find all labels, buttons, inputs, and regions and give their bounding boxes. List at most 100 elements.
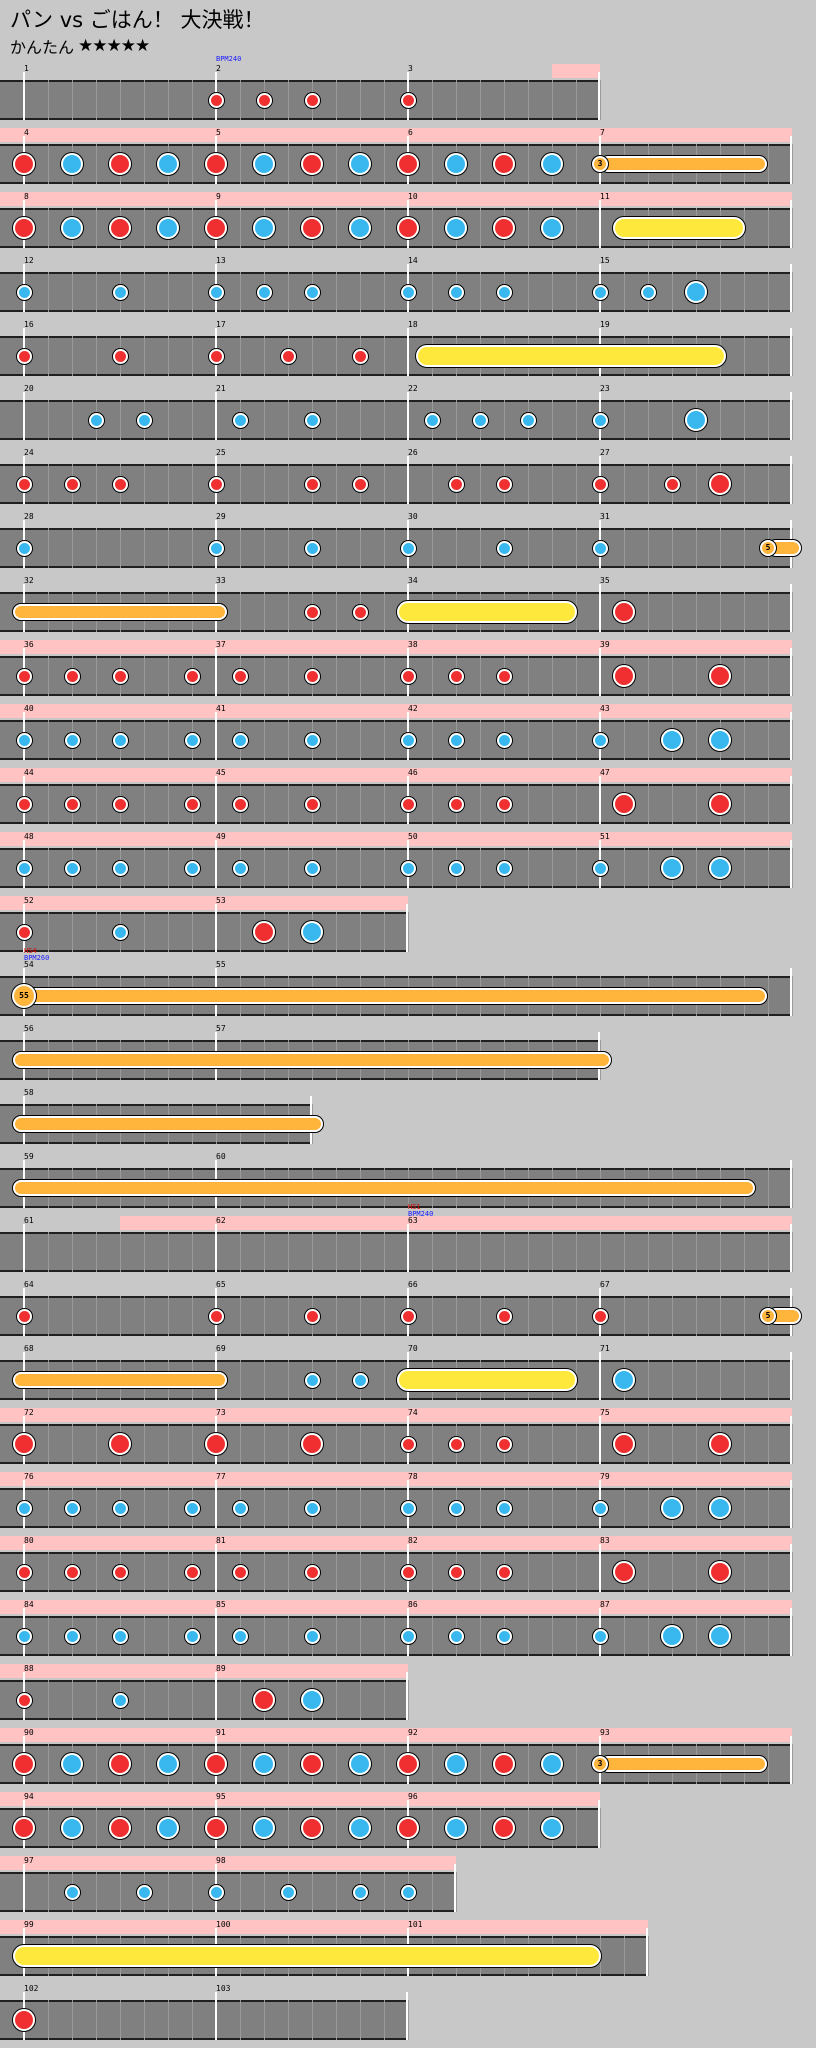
measure-number: 80 <box>24 1536 34 1545</box>
measure-number: 72 <box>24 1408 34 1417</box>
ka-note <box>304 1372 320 1388</box>
don-note-big <box>397 153 419 175</box>
beat-line <box>768 144 769 184</box>
measure-number: 25 <box>216 448 226 457</box>
beat-line <box>768 464 769 504</box>
beat-line <box>144 720 145 760</box>
barline <box>599 1544 601 1592</box>
beat-line <box>528 1552 529 1592</box>
barline <box>215 1608 217 1656</box>
barline <box>23 392 25 440</box>
beat-line <box>264 528 265 568</box>
beat-line <box>480 144 481 184</box>
beat-line <box>480 1552 481 1592</box>
ka-note-big <box>157 217 179 239</box>
don-note-big <box>205 153 227 175</box>
ka-note <box>64 1884 80 1900</box>
beat-line <box>552 1424 553 1464</box>
beat-line <box>768 336 769 376</box>
beat-line <box>528 144 529 184</box>
ka-note <box>592 1628 608 1644</box>
beat-line <box>672 656 673 696</box>
beat-line <box>288 720 289 760</box>
beat-line <box>384 1680 385 1720</box>
beat-line <box>72 400 73 440</box>
beat-line <box>144 1552 145 1592</box>
beat-line <box>336 720 337 760</box>
beat-line <box>480 528 481 568</box>
beat-line <box>576 848 577 888</box>
beat-line <box>240 272 241 312</box>
barline <box>215 1544 217 1592</box>
beat-line <box>168 720 169 760</box>
beat-line <box>480 464 481 504</box>
beat-line <box>432 1616 433 1656</box>
beat-line <box>432 1552 433 1592</box>
beat-line <box>768 1360 769 1400</box>
beat-line <box>336 1552 337 1592</box>
beat-line <box>672 1232 673 1272</box>
beat-line <box>384 80 385 120</box>
beat-line <box>504 400 505 440</box>
barline <box>599 200 601 248</box>
measure-number: 53 <box>216 896 226 905</box>
don-note-big <box>709 473 731 495</box>
don-note <box>400 1436 416 1452</box>
barline-end <box>790 136 792 184</box>
ka-note-big <box>301 921 323 943</box>
beat-line <box>72 528 73 568</box>
measure-number: 28 <box>24 512 34 521</box>
beat-line <box>432 208 433 248</box>
beat-line <box>336 208 337 248</box>
beat-line <box>408 1680 409 1720</box>
barline-end <box>790 1736 792 1784</box>
don-note-big <box>493 1817 515 1839</box>
beat-line <box>360 720 361 760</box>
don-note <box>232 668 248 684</box>
beat-line <box>648 1296 649 1336</box>
don-note <box>184 1564 200 1580</box>
chart-row: 16 17 18 19 <box>0 320 816 384</box>
beat-line <box>552 400 553 440</box>
barline-end <box>790 840 792 888</box>
beat-line <box>792 1488 793 1528</box>
beat-line <box>144 1680 145 1720</box>
beat-line <box>528 1808 529 1848</box>
barline <box>215 840 217 888</box>
don-note-big <box>613 665 635 687</box>
don-note-big <box>13 2009 35 2031</box>
beat-line <box>744 400 745 440</box>
chart-row: 28 29 30 31 5 <box>0 512 816 576</box>
measure-number: 48 <box>24 832 34 841</box>
beat-line <box>48 1616 49 1656</box>
beat-line <box>480 272 481 312</box>
measure-number: 66 <box>408 1280 418 1289</box>
beat-line <box>384 1808 385 1848</box>
ka-note <box>16 540 32 556</box>
measure-number: 44 <box>24 768 34 777</box>
beat-line <box>648 1616 649 1656</box>
beat-line <box>552 848 553 888</box>
beat-line <box>648 1424 649 1464</box>
beat-line <box>96 720 97 760</box>
beat-line <box>792 1424 793 1464</box>
chart-row: 94 95 96 <box>0 1792 816 1856</box>
beat-line <box>528 720 529 760</box>
measure-number: 42 <box>408 704 418 713</box>
note-lane <box>0 784 792 824</box>
don-note-big <box>613 793 635 815</box>
don-note <box>184 796 200 812</box>
barline <box>407 456 409 504</box>
beat-line <box>312 1872 313 1912</box>
beat-line <box>528 208 529 248</box>
beat-line <box>240 528 241 568</box>
beat-line <box>576 1616 577 1656</box>
beat-line <box>336 144 337 184</box>
beat-line <box>720 272 721 312</box>
beat-line <box>480 1808 481 1848</box>
measure-number: 84 <box>24 1600 34 1609</box>
beat-line <box>696 1552 697 1592</box>
measure-number: 75 <box>600 1408 610 1417</box>
barline-end <box>790 648 792 696</box>
don-note <box>664 476 680 492</box>
